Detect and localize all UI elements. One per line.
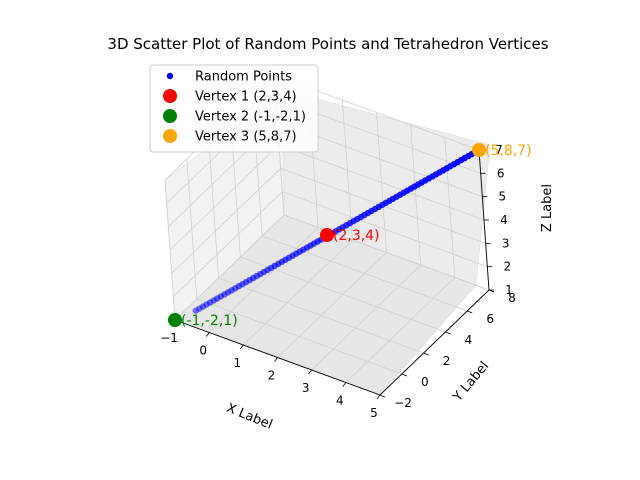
grid-line-y-floor [196, 298, 402, 375]
legend-frame [149, 64, 319, 153]
x-tick-label: 2 [268, 369, 276, 383]
z-tick-label: 2 [504, 260, 512, 274]
z-tick-label: 5 [499, 190, 507, 204]
y-tick-mark [423, 352, 429, 356]
grid-line-y-floor [262, 235, 468, 312]
vertex-annotations: (2,3,4) (-1,-2,1) (5,8,7) [181, 143, 532, 329]
y-tick-label: 4 [465, 333, 473, 347]
vertex-point-1 [320, 228, 334, 242]
y-tick-label: 6 [486, 312, 494, 326]
z-axis-label: Z Label [540, 184, 555, 232]
y-tick-label: −2 [394, 396, 412, 410]
x-tick-mark [274, 357, 278, 362]
z-tick-label: 1 [505, 283, 513, 297]
y-tick-label: 2 [443, 354, 451, 368]
legend-label: Vertex 2 (-1,-2,1) [195, 110, 306, 125]
x-tick-mark [240, 344, 244, 350]
legend-marker [163, 109, 177, 123]
x-tick-label: −1 [160, 331, 178, 345]
grid-line-x-floor [208, 227, 319, 333]
grid-line-y-floor [218, 277, 424, 354]
legend-label: Random Points [195, 70, 292, 85]
z-tick-label: 3 [502, 236, 510, 250]
z-tick-label: 7 [495, 143, 503, 157]
legend-marker [163, 89, 177, 103]
grid-line-z-side [174, 214, 285, 321]
x-tick-mark [205, 332, 210, 337]
y-tick-label: 0 [421, 375, 429, 389]
grid-line-x-floor [311, 264, 421, 371]
z-tick-label: 4 [500, 213, 508, 227]
x-tick-mark [342, 382, 347, 387]
vertex-annotation-1: (2,3,4) [333, 228, 380, 244]
grid-line-z-back [278, 144, 485, 221]
axis-lines [171, 149, 495, 400]
vertex-annotation-2: (-1,-2,1) [181, 313, 238, 329]
y-tick-label: 8 [508, 291, 516, 305]
x-tick-label: 3 [302, 381, 310, 395]
y-tick-mark [379, 394, 386, 398]
grid-line-y-floor [240, 256, 446, 333]
vertex-point-3 [472, 143, 486, 157]
y-tick-mark [467, 310, 473, 314]
chart-title: 3D Scatter Plot of Random Points and Tet… [107, 35, 548, 53]
grid-line-z-back [282, 191, 488, 268]
x-tick-label: 5 [370, 406, 378, 420]
grid-line-z-side [169, 144, 280, 251]
grid-line-z-side [171, 168, 281, 274]
grid-line-x-floor [277, 252, 387, 358]
y-axis-line [379, 289, 490, 396]
grid-line-z-side [173, 191, 283, 297]
vertex-annotation-3: (5,8,7) [485, 143, 532, 159]
x-tick-label: 1 [234, 356, 242, 370]
legend-label: Vertex 1 (2,3,4) [195, 90, 297, 105]
legend: Random Points Vertex 1 (2,3,4) Vertex 2 (-… [149, 64, 319, 153]
x-tick-mark [308, 369, 312, 375]
legend-marker [166, 72, 174, 80]
y-tick-mark [401, 373, 407, 377]
axes-panes [164, 89, 491, 396]
x-tick-label: 4 [336, 394, 344, 408]
vertex-point-2 [168, 313, 182, 327]
data-marks [168, 143, 486, 327]
grid-line-z-back [283, 214, 490, 291]
x-tick-mark [376, 394, 381, 400]
z-tick-label: 6 [497, 166, 505, 180]
grid-line-x-floor [243, 239, 353, 346]
legend-label: Vertex 3 (5,8,7) [195, 130, 297, 145]
x-tick-label: 0 [199, 344, 207, 358]
y-tick-mark [445, 331, 451, 335]
legend-marker [163, 129, 177, 143]
grid-line-x-floor [345, 277, 456, 383]
